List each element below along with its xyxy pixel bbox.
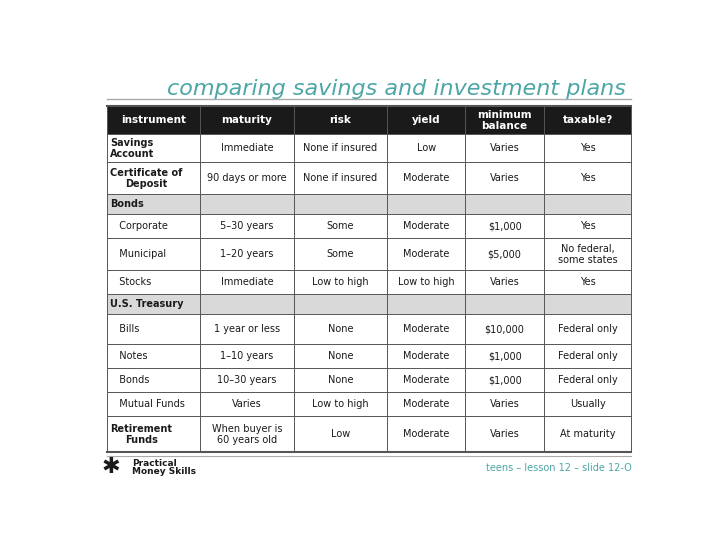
- Text: risk: risk: [330, 116, 351, 125]
- Text: Moderate: Moderate: [403, 221, 449, 231]
- Text: $1,000: $1,000: [487, 352, 521, 361]
- Text: None if insured: None if insured: [303, 173, 377, 184]
- Bar: [107, 416, 631, 453]
- Text: Moderate: Moderate: [403, 352, 449, 361]
- Text: Federal only: Federal only: [558, 325, 618, 334]
- Bar: [107, 393, 631, 416]
- Text: 90 days or more: 90 days or more: [207, 173, 287, 184]
- Text: ✱: ✱: [102, 457, 120, 477]
- Text: Bonds: Bonds: [114, 375, 150, 386]
- Text: Yes: Yes: [580, 221, 595, 231]
- Bar: [107, 238, 631, 271]
- Text: When buyer is
60 years old: When buyer is 60 years old: [212, 423, 282, 445]
- Text: Immediate: Immediate: [220, 278, 273, 287]
- Text: Immediate: Immediate: [220, 144, 273, 153]
- Text: Low to high: Low to high: [398, 278, 454, 287]
- Text: teens – lesson 12 – slide 12-O: teens – lesson 12 – slide 12-O: [485, 463, 631, 473]
- Text: Yes: Yes: [580, 278, 595, 287]
- Text: None: None: [328, 352, 353, 361]
- Bar: [107, 194, 631, 214]
- Text: Varies: Varies: [490, 400, 520, 409]
- Text: Bonds: Bonds: [110, 199, 144, 210]
- Text: yield: yield: [412, 116, 441, 125]
- Text: Low to high: Low to high: [312, 400, 369, 409]
- Text: 1 year or less: 1 year or less: [214, 325, 280, 334]
- Text: Varies: Varies: [490, 144, 520, 153]
- Text: 5–30 years: 5–30 years: [220, 221, 274, 231]
- Text: Varies: Varies: [232, 400, 262, 409]
- Text: Usually: Usually: [570, 400, 606, 409]
- Text: Savings
Account: Savings Account: [110, 138, 154, 159]
- Text: Low: Low: [330, 429, 350, 440]
- Text: $1,000: $1,000: [487, 375, 521, 386]
- Text: 10–30 years: 10–30 years: [217, 375, 276, 386]
- Text: 1–20 years: 1–20 years: [220, 249, 274, 259]
- Text: Retirement
Funds: Retirement Funds: [110, 423, 172, 445]
- Bar: [107, 214, 631, 238]
- Text: comparing savings and investment plans: comparing savings and investment plans: [168, 79, 626, 99]
- Text: $5,000: $5,000: [487, 249, 521, 259]
- Bar: [107, 163, 631, 194]
- Text: $10,000: $10,000: [485, 325, 525, 334]
- Text: maturity: maturity: [222, 116, 272, 125]
- Text: Some: Some: [327, 249, 354, 259]
- Text: Moderate: Moderate: [403, 249, 449, 259]
- Text: Moderate: Moderate: [403, 173, 449, 184]
- Text: Varies: Varies: [490, 278, 520, 287]
- Text: None: None: [328, 375, 353, 386]
- Text: Federal only: Federal only: [558, 352, 618, 361]
- Text: Moderate: Moderate: [403, 325, 449, 334]
- Text: None if insured: None if insured: [303, 144, 377, 153]
- Text: instrument: instrument: [121, 116, 186, 125]
- Text: Bills: Bills: [114, 325, 140, 334]
- Text: $1,000: $1,000: [487, 221, 521, 231]
- Text: Varies: Varies: [490, 429, 520, 440]
- Text: At maturity: At maturity: [560, 429, 616, 440]
- Text: Moderate: Moderate: [403, 429, 449, 440]
- Text: Certificate of
Deposit: Certificate of Deposit: [110, 167, 182, 189]
- Text: Low: Low: [417, 144, 436, 153]
- Text: 1–10 years: 1–10 years: [220, 352, 274, 361]
- Bar: [107, 134, 631, 163]
- Text: Varies: Varies: [490, 173, 520, 184]
- Bar: [107, 271, 631, 294]
- Text: Yes: Yes: [580, 144, 595, 153]
- Text: Some: Some: [327, 221, 354, 231]
- Bar: [107, 345, 631, 368]
- Text: Stocks: Stocks: [114, 278, 152, 287]
- Text: taxable?: taxable?: [562, 116, 613, 125]
- Bar: [107, 294, 631, 314]
- Text: U.S. Treasury: U.S. Treasury: [110, 299, 184, 309]
- Text: Moderate: Moderate: [403, 400, 449, 409]
- Text: Mutual Funds: Mutual Funds: [114, 400, 185, 409]
- Text: Yes: Yes: [580, 173, 595, 184]
- Text: Corporate: Corporate: [114, 221, 168, 231]
- Bar: [107, 106, 631, 134]
- Text: Municipal: Municipal: [114, 249, 166, 259]
- Bar: [107, 314, 631, 345]
- Text: Low to high: Low to high: [312, 278, 369, 287]
- Text: No federal,
some states: No federal, some states: [558, 244, 617, 265]
- Text: Practical: Practical: [132, 460, 176, 469]
- Text: Federal only: Federal only: [558, 375, 618, 386]
- Text: minimum
balance: minimum balance: [477, 110, 532, 131]
- Text: Moderate: Moderate: [403, 375, 449, 386]
- Text: Notes: Notes: [114, 352, 148, 361]
- Text: Money Skills: Money Skills: [132, 467, 196, 476]
- Text: None: None: [328, 325, 353, 334]
- Bar: [107, 368, 631, 393]
